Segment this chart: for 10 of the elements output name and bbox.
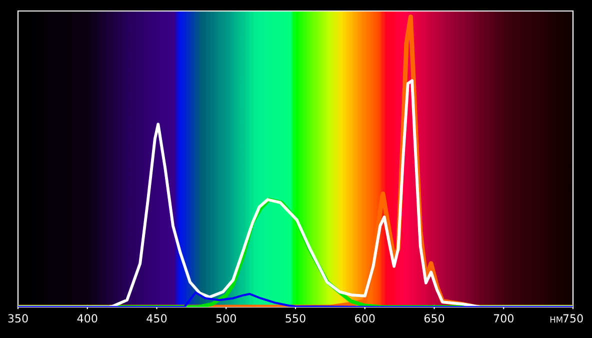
x-tick-label: 750 (563, 314, 583, 323)
x-tick-label: 600 (355, 314, 375, 323)
x-tick-label: 450 (146, 314, 167, 323)
x-tick-label: 350 (8, 314, 28, 323)
x-tick-label: 650 (424, 314, 444, 323)
x-tick-label: 700 (494, 314, 514, 323)
x-tick-label: 500 (216, 314, 236, 323)
x-tick-label: 400 (77, 314, 98, 323)
x-axis-title: НМ (550, 316, 562, 323)
x-tick-label: 550 (286, 314, 306, 323)
